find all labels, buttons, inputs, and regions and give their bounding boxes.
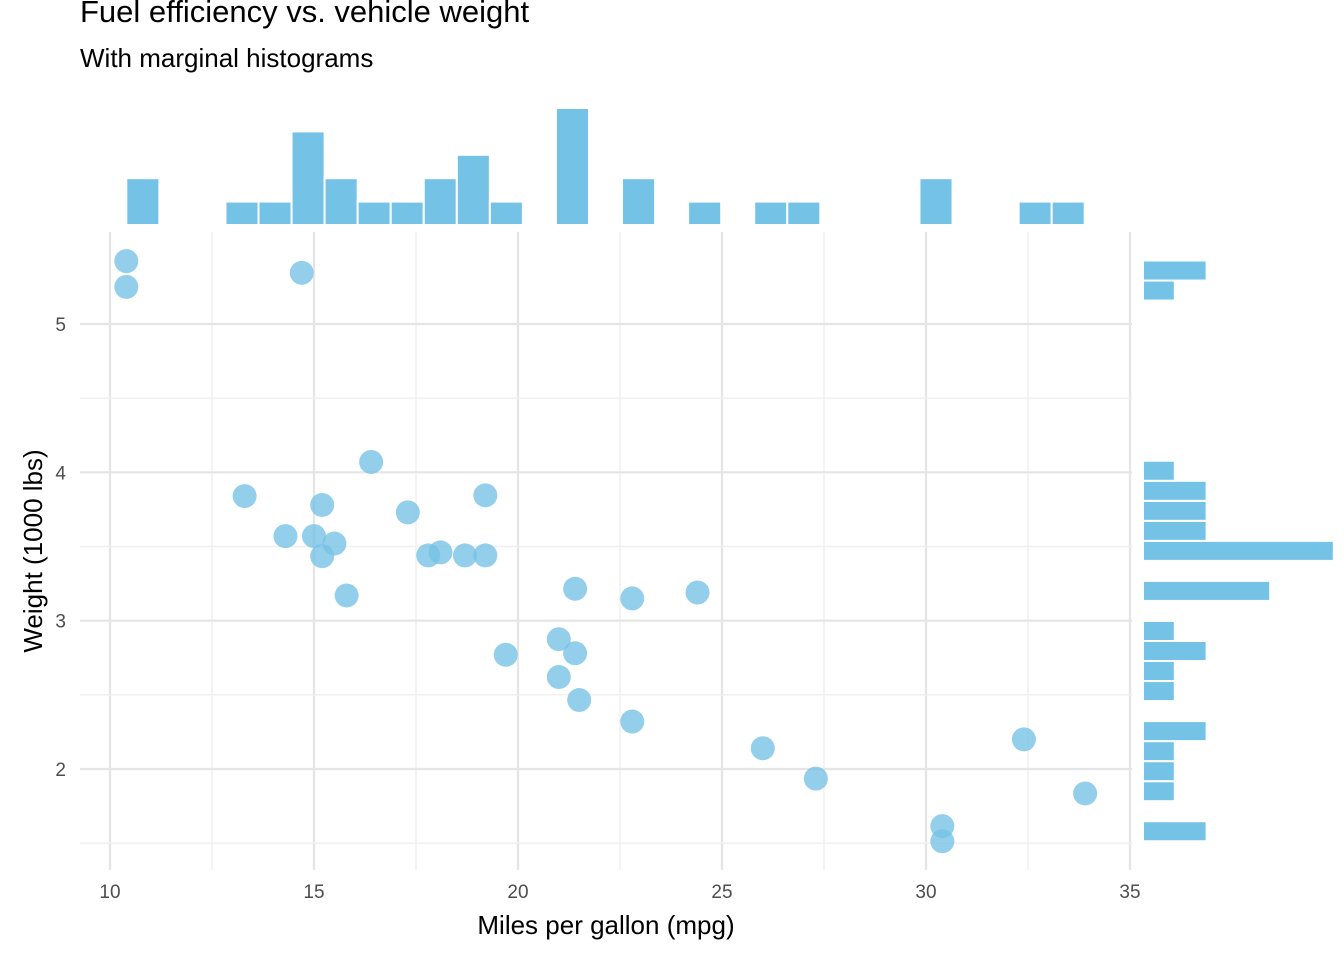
- top-histogram-bar: [257, 200, 293, 227]
- y-tick-label: 3: [55, 612, 66, 633]
- top-histogram-bar: [687, 200, 723, 227]
- top-histogram-bar: [488, 200, 524, 227]
- top-histogram-bar: [455, 153, 491, 226]
- right-histogram-bar: [1142, 279, 1176, 302]
- right-histogram-bar: [1142, 740, 1176, 763]
- scatter-point: [289, 260, 314, 285]
- scatter-point: [114, 274, 139, 299]
- top-histogram-bar: [356, 200, 392, 227]
- top-histogram-bar: [125, 177, 161, 226]
- scatter-point: [310, 492, 335, 517]
- right-histogram-bar: [1142, 760, 1176, 783]
- scatter-point: [750, 736, 775, 761]
- top-histogram-bar: [786, 200, 822, 227]
- right-histogram-bar: [1142, 619, 1176, 642]
- scatter-point: [930, 829, 955, 854]
- x-tick-label: 20: [507, 882, 528, 903]
- top-marginal-histogram: [125, 107, 1086, 227]
- scatter-point: [473, 543, 498, 568]
- right-histogram-bar: [1142, 459, 1176, 482]
- right-histogram-bar: [1142, 639, 1208, 663]
- right-histogram-bar: [1142, 680, 1176, 703]
- top-histogram-bar: [1017, 200, 1053, 227]
- x-axis-title: Miles per gallon (mpg): [477, 910, 734, 940]
- right-histogram-bar: [1142, 820, 1208, 843]
- scatter-point: [563, 641, 588, 666]
- scatter-point: [546, 665, 571, 690]
- top-histogram-bar: [1050, 200, 1086, 227]
- chart-subtitle: With marginal histograms: [80, 43, 374, 73]
- top-histogram-bar: [422, 177, 458, 226]
- chart-title: Fuel efficiency vs. vehicle weight: [80, 0, 530, 29]
- top-histogram-bar: [389, 200, 425, 227]
- scatter-point: [1011, 727, 1036, 752]
- scatter-point: [803, 766, 828, 791]
- scatter-point: [302, 524, 326, 549]
- scatter-point: [114, 249, 139, 274]
- right-histogram-bar: [1142, 479, 1208, 502]
- scatter-points: [114, 249, 1098, 854]
- x-tick-label: 25: [711, 882, 732, 903]
- y-tick-label: 2: [55, 760, 66, 781]
- top-histogram-bar: [621, 177, 657, 226]
- top-histogram-bar: [323, 177, 359, 226]
- x-tick-labels: 10 15 20 25 30 35: [99, 882, 1140, 903]
- scatter-point: [567, 688, 592, 713]
- top-histogram-bar: [554, 107, 590, 226]
- y-tick-label: 5: [55, 315, 66, 336]
- scatter-point: [493, 642, 518, 667]
- scatter-point: [546, 627, 571, 652]
- top-histogram-bar: [290, 130, 326, 226]
- scatter-point: [359, 449, 384, 474]
- scatter-point: [620, 586, 645, 611]
- x-tick-label: 15: [303, 882, 324, 903]
- x-tick-label: 10: [99, 882, 120, 903]
- scatter-point: [1073, 781, 1098, 806]
- right-histogram-bar: [1142, 539, 1335, 562]
- right-histogram-bar: [1142, 720, 1208, 743]
- scatter-point: [416, 543, 441, 568]
- y-tick-label: 4: [55, 463, 66, 484]
- top-histogram-bar: [224, 200, 260, 227]
- scatter-point: [473, 483, 498, 508]
- scatter-point: [232, 484, 257, 509]
- grid-lines: [80, 232, 1132, 870]
- scatter-point: [395, 500, 420, 525]
- scatter-point: [620, 709, 645, 734]
- right-histogram-bar: [1142, 499, 1208, 522]
- x-tick-label: 30: [915, 882, 936, 903]
- scatter-point: [685, 580, 710, 605]
- right-histogram-bar: [1142, 660, 1176, 683]
- top-histogram-bar: [753, 200, 789, 227]
- top-histogram-bar: [918, 177, 954, 226]
- x-tick-label: 35: [1119, 882, 1140, 903]
- right-histogram-bar: [1142, 259, 1208, 282]
- scatter-point: [273, 524, 298, 549]
- y-tick-labels: 2 3 4 5: [55, 315, 66, 781]
- scatter-point: [563, 576, 588, 601]
- scatter-point: [452, 543, 477, 568]
- scatter-point: [310, 544, 335, 569]
- right-marginal-histogram: [1142, 259, 1335, 843]
- right-histogram-bar: [1142, 519, 1208, 542]
- right-histogram-bar: [1142, 780, 1176, 803]
- right-histogram-bar: [1142, 579, 1272, 602]
- scatter-point: [334, 583, 359, 608]
- y-axis-title: Weight (1000 lbs): [18, 449, 48, 652]
